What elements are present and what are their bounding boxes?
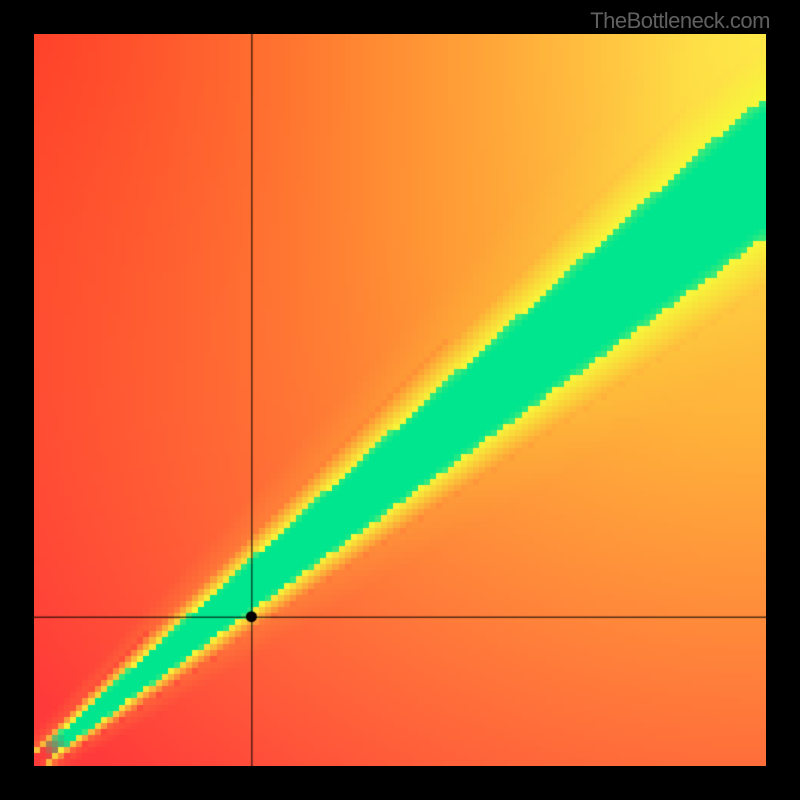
watermark-text: TheBottleneck.com	[590, 8, 770, 34]
bottleneck-heatmap	[34, 34, 766, 766]
